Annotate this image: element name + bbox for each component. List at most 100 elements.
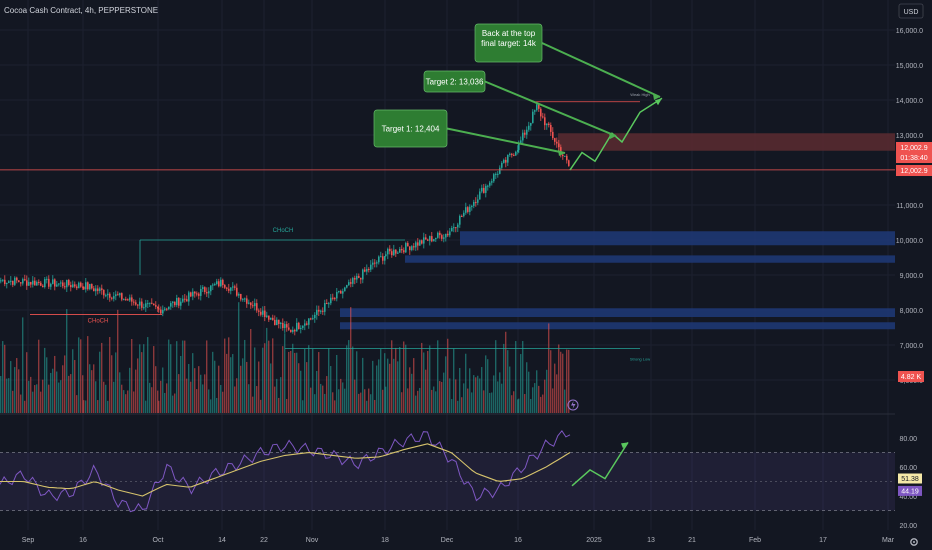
candle bbox=[2, 279, 4, 281]
candle bbox=[226, 287, 228, 289]
projection-arrow-price bbox=[655, 98, 662, 106]
volume-bar bbox=[497, 381, 499, 413]
candle bbox=[214, 284, 216, 286]
candle bbox=[42, 285, 44, 288]
volume-bar bbox=[202, 384, 204, 413]
candle bbox=[477, 199, 479, 203]
volume-bar bbox=[382, 389, 384, 413]
candle bbox=[266, 315, 268, 317]
candle bbox=[196, 293, 198, 295]
candle bbox=[139, 301, 141, 306]
candle bbox=[232, 286, 234, 288]
volume-bar bbox=[467, 388, 469, 413]
candle bbox=[24, 279, 26, 281]
candle bbox=[38, 281, 40, 283]
volume-bar bbox=[354, 379, 356, 413]
volume-bar bbox=[274, 386, 276, 413]
volume-bar bbox=[72, 349, 74, 413]
volume-bar bbox=[18, 369, 20, 413]
volume-bar bbox=[160, 380, 162, 413]
candle bbox=[382, 256, 384, 261]
candle bbox=[178, 297, 180, 306]
candle bbox=[190, 292, 192, 297]
volume-bar bbox=[46, 357, 48, 413]
volume-bar bbox=[318, 352, 320, 413]
volume-bar bbox=[330, 366, 332, 413]
candle bbox=[513, 154, 515, 156]
candle bbox=[200, 288, 202, 296]
candle bbox=[566, 155, 568, 161]
demand-zone bbox=[460, 231, 895, 246]
back-top-pointer-head bbox=[653, 94, 660, 100]
volume-bar bbox=[80, 339, 82, 413]
gear-icon bbox=[910, 538, 918, 546]
candle bbox=[314, 314, 316, 319]
countdown-label: 01:38:40 bbox=[900, 155, 927, 162]
candle bbox=[210, 285, 212, 292]
volume-bar bbox=[417, 390, 419, 413]
volume-bar bbox=[270, 363, 272, 413]
candle bbox=[236, 287, 238, 296]
volume-bar bbox=[121, 384, 123, 413]
candle bbox=[64, 286, 66, 288]
candle bbox=[119, 293, 121, 296]
volume-bar bbox=[568, 349, 570, 413]
candle bbox=[216, 281, 218, 285]
candle bbox=[208, 291, 210, 294]
candle bbox=[26, 280, 28, 286]
volume-bar bbox=[64, 355, 66, 413]
volume-bar bbox=[499, 372, 501, 413]
candle bbox=[403, 250, 405, 253]
volume-bar bbox=[208, 389, 210, 413]
candle bbox=[141, 301, 143, 308]
candle bbox=[316, 309, 318, 315]
rsi-pane bbox=[0, 429, 895, 513]
rsi-ma-badge-label: 51.38 bbox=[901, 476, 919, 483]
candle bbox=[168, 306, 170, 310]
rsi-ma-badge bbox=[898, 473, 922, 484]
back-top-label: Back at the top bbox=[482, 29, 536, 38]
volume-bar bbox=[505, 331, 507, 413]
volume-bar bbox=[107, 400, 109, 413]
candle bbox=[153, 303, 155, 306]
candle bbox=[350, 282, 352, 284]
volume-bar bbox=[87, 336, 89, 413]
candle bbox=[515, 151, 517, 156]
volume-bar bbox=[495, 340, 497, 413]
demand-zone bbox=[405, 255, 895, 263]
candle bbox=[306, 323, 308, 325]
volume-bar bbox=[372, 360, 374, 413]
volume-bar bbox=[111, 355, 113, 413]
candle bbox=[550, 124, 552, 132]
candle bbox=[164, 308, 166, 310]
candle bbox=[254, 303, 256, 307]
candle bbox=[465, 207, 467, 213]
candle bbox=[546, 123, 548, 126]
projection-arrow-rsi bbox=[621, 442, 628, 449]
volume-bar bbox=[58, 382, 60, 413]
candle bbox=[172, 301, 174, 304]
candle bbox=[198, 293, 200, 296]
volume-bar bbox=[461, 397, 463, 413]
volume-bar bbox=[230, 357, 232, 413]
candle bbox=[260, 311, 262, 315]
volume-bar bbox=[272, 338, 274, 413]
volume-bar bbox=[278, 397, 280, 413]
volume-bar bbox=[562, 353, 564, 413]
candle bbox=[206, 292, 208, 294]
back-top-label: final target: 14k bbox=[481, 39, 537, 48]
volume-bar bbox=[518, 398, 520, 413]
candle bbox=[244, 298, 246, 300]
volume-bar bbox=[89, 364, 91, 413]
volume-bar bbox=[264, 343, 266, 413]
candle bbox=[224, 285, 226, 288]
candle bbox=[296, 322, 298, 332]
candle bbox=[362, 269, 364, 280]
volume-bar bbox=[429, 345, 431, 413]
volume-bar bbox=[78, 337, 80, 413]
candles bbox=[0, 101, 570, 336]
price-tick-label: 7,000.0 bbox=[900, 343, 923, 350]
candle bbox=[288, 327, 290, 330]
candle bbox=[258, 310, 260, 312]
candle bbox=[560, 147, 562, 155]
